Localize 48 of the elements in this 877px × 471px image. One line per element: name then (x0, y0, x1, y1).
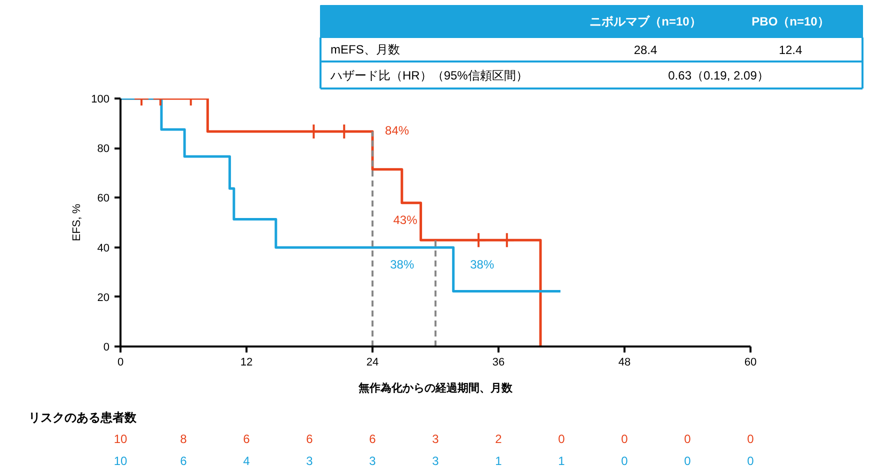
y-tick-label: 0 (103, 342, 110, 354)
text: 2 (495, 432, 502, 446)
y-tick-label: 40 (97, 242, 110, 254)
text: 12.4 (778, 43, 803, 57)
text: 1 (495, 454, 502, 468)
text: 8 (180, 432, 188, 446)
text: mEFS、月数 (330, 42, 400, 56)
x-axis-title: 無作為化からの経過期間、月数 (358, 382, 514, 394)
text: リスクのある患者数 (28, 410, 138, 424)
y-tick-label: 100 (91, 94, 110, 106)
y-axis-title: EFS, % (71, 204, 84, 242)
text: 3 (432, 454, 440, 468)
text: 0 (621, 432, 628, 446)
text: 1 (558, 454, 566, 468)
annotation: 84% (385, 124, 410, 138)
text: 6 (369, 432, 376, 446)
text: 0 (747, 432, 754, 446)
y-tick-label: 80 (97, 143, 110, 156)
text: 0 (684, 454, 692, 468)
x-tick-label: 60 (744, 356, 757, 368)
text: 0 (747, 454, 754, 468)
text: 6 (180, 454, 188, 468)
annotation: 38% (390, 258, 414, 272)
text: 0 (621, 454, 628, 468)
text: 3 (369, 454, 376, 468)
text: 3 (432, 432, 440, 446)
text: ハザード比（HR）（95%信頼区間） (330, 68, 528, 82)
text: PBO（n=10） (752, 14, 830, 28)
x-tick-label: 24 (366, 356, 379, 368)
text: 10 (114, 432, 128, 446)
text: 0.63（0.19, 2.09） (668, 68, 769, 82)
text: 10 (114, 454, 128, 468)
text: 28.4 (634, 43, 658, 57)
text: 6 (243, 432, 250, 446)
text: 3 (306, 454, 314, 468)
text: 0 (684, 432, 692, 446)
x-tick-label: 36 (492, 356, 505, 368)
text: 6 (306, 432, 314, 446)
y-tick-label: 20 (97, 292, 110, 304)
text: 4 (243, 454, 250, 468)
text: 0 (558, 432, 566, 446)
x-tick-label: 12 (240, 356, 253, 368)
annotation: 38% (470, 258, 494, 272)
annotation: 43% (393, 213, 418, 228)
text: ニボルマブ（n=10） (590, 14, 702, 28)
y-tick-label: 60 (97, 192, 110, 205)
x-tick-label: 48 (618, 356, 631, 368)
x-tick-label: 0 (117, 356, 124, 368)
